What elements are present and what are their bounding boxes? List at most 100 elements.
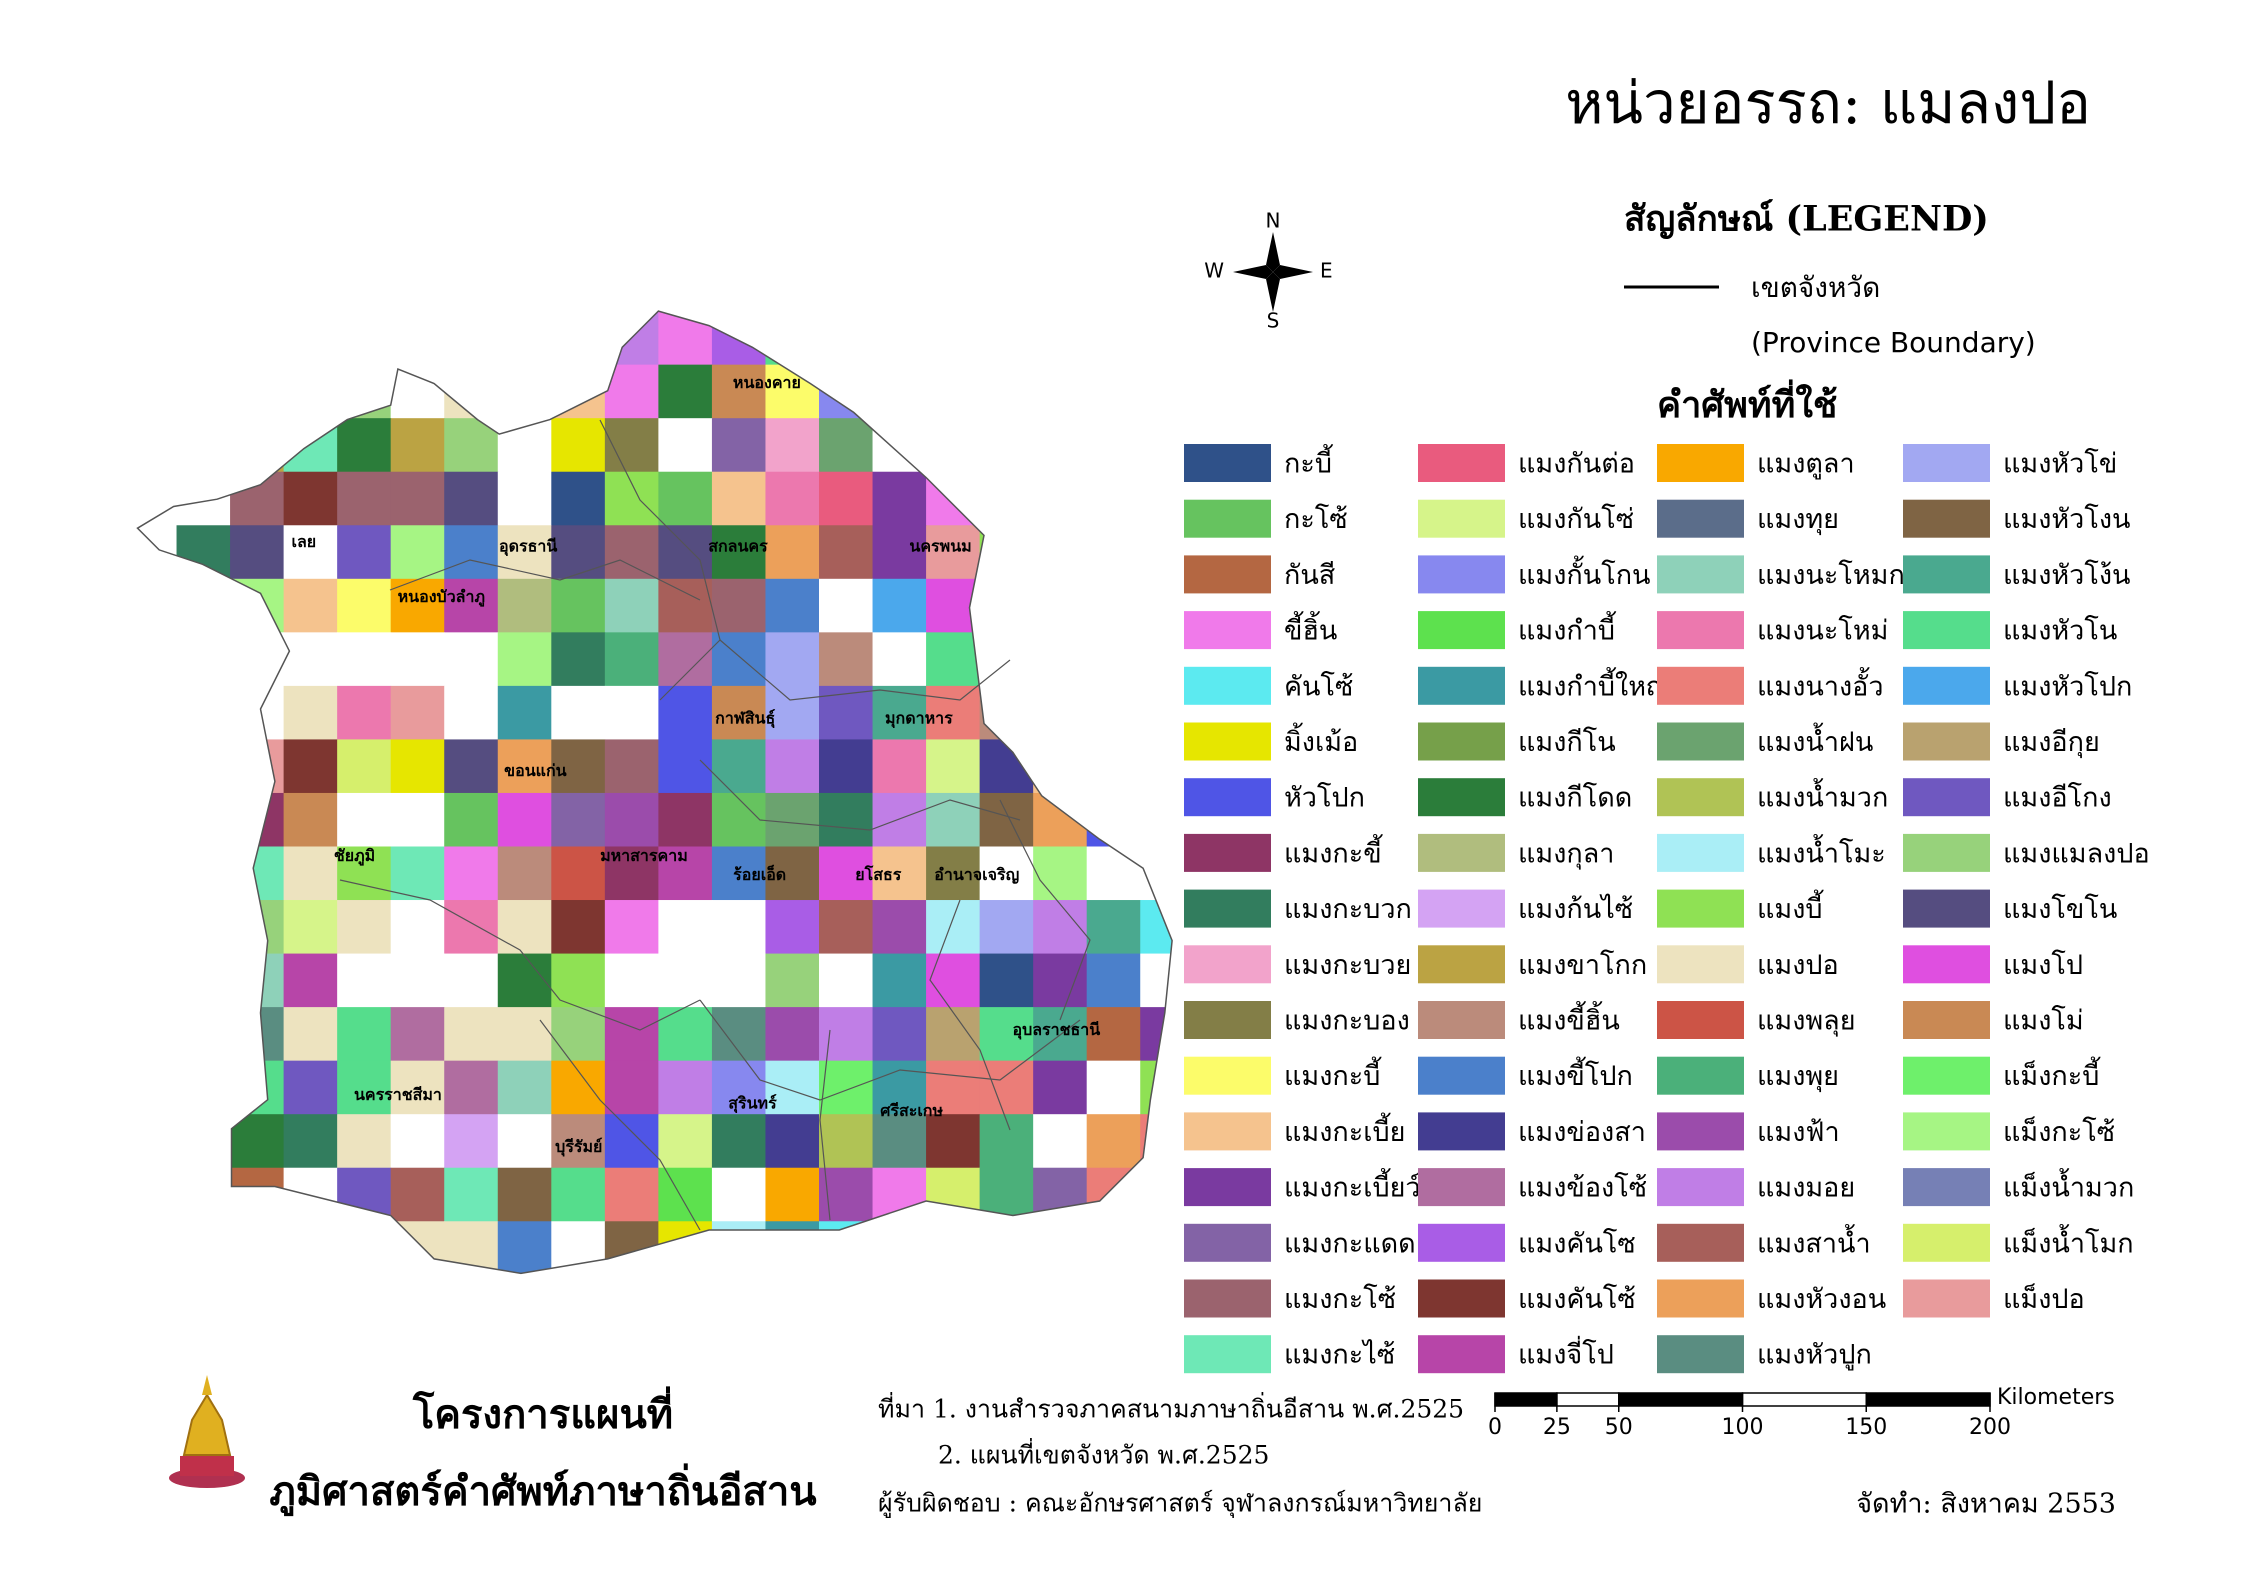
legend-label: แมงหัวโงน: [2003, 504, 2131, 535]
map-cell: [283, 1114, 338, 1169]
map-cell: [872, 792, 927, 847]
legend-swatch: [1657, 945, 1744, 984]
legend-swatch: [1184, 1168, 1271, 1207]
compass-arrow: [1233, 265, 1273, 279]
map-cell: [658, 632, 713, 687]
legend-label: แมงหัวโข่: [2003, 449, 2117, 480]
legend-label: แมงอีโกง: [2003, 783, 2112, 814]
legend-swatch: [1184, 778, 1271, 817]
map-cell: [604, 578, 659, 633]
legend-label: แมงสาน้ำ: [1757, 1223, 1871, 1259]
map-cell: [337, 900, 392, 955]
map-cell: [819, 1114, 874, 1169]
province-boundary: [389, 559, 701, 601]
map-cell: [926, 846, 981, 901]
legend-label: แมงนะโหมก: [1757, 560, 1905, 591]
legend-swatch: [1184, 444, 1271, 482]
legend-swatch: [1418, 1223, 1505, 1262]
legend-swatch: [1903, 611, 1990, 650]
map-cell: [979, 1114, 1034, 1169]
legend-label: แมงกะบวย: [1284, 950, 1411, 981]
map-title: หน่วยอรรถ: แมลงปอ: [1565, 69, 2091, 137]
legend-title: สัญลักษณ์ (LEGEND): [1624, 199, 1989, 240]
map-cell: [390, 525, 445, 580]
map-cell: [497, 792, 552, 847]
map-cell: [390, 418, 445, 473]
legend-swatch: [1903, 833, 1990, 872]
map-cell: [658, 471, 713, 526]
map-cell: [979, 1060, 1034, 1115]
legend-label: แมงขี้ฮิ้น: [1518, 1001, 1620, 1037]
map-cell: [872, 578, 927, 633]
map-cell: [444, 1060, 499, 1115]
legend-swatch: [1184, 1056, 1271, 1095]
logo: [169, 1375, 245, 1488]
legend-swatch: [1657, 889, 1744, 928]
legend-swatch: [1657, 666, 1744, 705]
map-cell: [765, 578, 820, 633]
map-cell: [497, 578, 552, 633]
legend-label: แมงกำบี้: [1518, 611, 1616, 647]
map-cell: [658, 1114, 713, 1169]
map-cell: [337, 418, 392, 473]
legend-label: แมงบี้: [1757, 889, 1824, 925]
map-cell: [765, 685, 820, 740]
scale-label: 50: [1605, 1415, 1633, 1440]
map-cell: [497, 1114, 552, 1169]
legend-label: แมงกะเบี้ย: [1284, 1112, 1405, 1148]
legend-label: แมงหัวโง้น: [2003, 560, 2131, 591]
source-line: 2. แผนที่เขตจังหวัด พ.ศ.2525: [938, 1438, 1269, 1470]
map-cell: [872, 953, 927, 1008]
map-cell: [1033, 1060, 1088, 1115]
map-cell: [658, 953, 713, 1008]
province-label: สุรินทร์: [728, 1094, 777, 1114]
map-cell: [765, 1007, 820, 1062]
map-cell: [819, 471, 874, 526]
map-cell: [604, 632, 659, 687]
map-cell: [979, 953, 1034, 1008]
map-cell: [926, 685, 981, 740]
scale-label: 0: [1488, 1415, 1502, 1440]
map-cell: [551, 685, 606, 740]
legend-label: ขี้ฮิ้น: [1284, 611, 1337, 647]
legend-label: แมงกะขี้: [1284, 833, 1383, 869]
legend-swatch: [1903, 444, 1990, 482]
region-outline: [136, 310, 1173, 1275]
map-cell: [390, 632, 445, 687]
province-label: อำนาจเจริญ: [934, 865, 1019, 885]
map-cell: [926, 953, 981, 1008]
compass-label: E: [1320, 259, 1333, 283]
legend-label: แมงกุลา: [1518, 838, 1614, 870]
legend-label: แมงคันโซ้: [1518, 1284, 1636, 1315]
legend-label: แมงน้ำมวก: [1757, 778, 1888, 814]
map-cell: [337, 1060, 392, 1115]
province-label: นครราชสีมา: [354, 1085, 442, 1104]
province-boundary: [339, 879, 701, 1031]
map-cell: [765, 1114, 820, 1169]
map-cell: [711, 1167, 766, 1222]
map-cell: [979, 846, 1034, 901]
map-cell: [819, 739, 874, 794]
map-cell: [658, 792, 713, 847]
map-cell: [819, 900, 874, 955]
boundary-label-en: (Province Boundary): [1751, 326, 2036, 359]
legend-label: แม็งปอ: [2003, 1281, 2085, 1315]
map-cell: [658, 1167, 713, 1222]
legend-label: แมงมอย: [1757, 1173, 1855, 1204]
map-cell: [444, 471, 499, 526]
legend-swatch: [1418, 666, 1505, 705]
map-cell: [765, 418, 820, 473]
map-cell: [658, 900, 713, 955]
map-cell: [604, 1007, 659, 1062]
map-cell: [765, 900, 820, 955]
legend-swatch: [1657, 722, 1744, 761]
map-cell: [283, 632, 338, 687]
map-cell: [283, 900, 338, 955]
map-cell: [765, 1167, 820, 1222]
legend-label: แมงหัวปูก: [1757, 1340, 1872, 1371]
legend-label: กะโซ้: [1284, 504, 1348, 535]
map-cell: [711, 364, 766, 419]
legend-swatch: [1418, 722, 1505, 761]
map-cell: [337, 578, 392, 633]
